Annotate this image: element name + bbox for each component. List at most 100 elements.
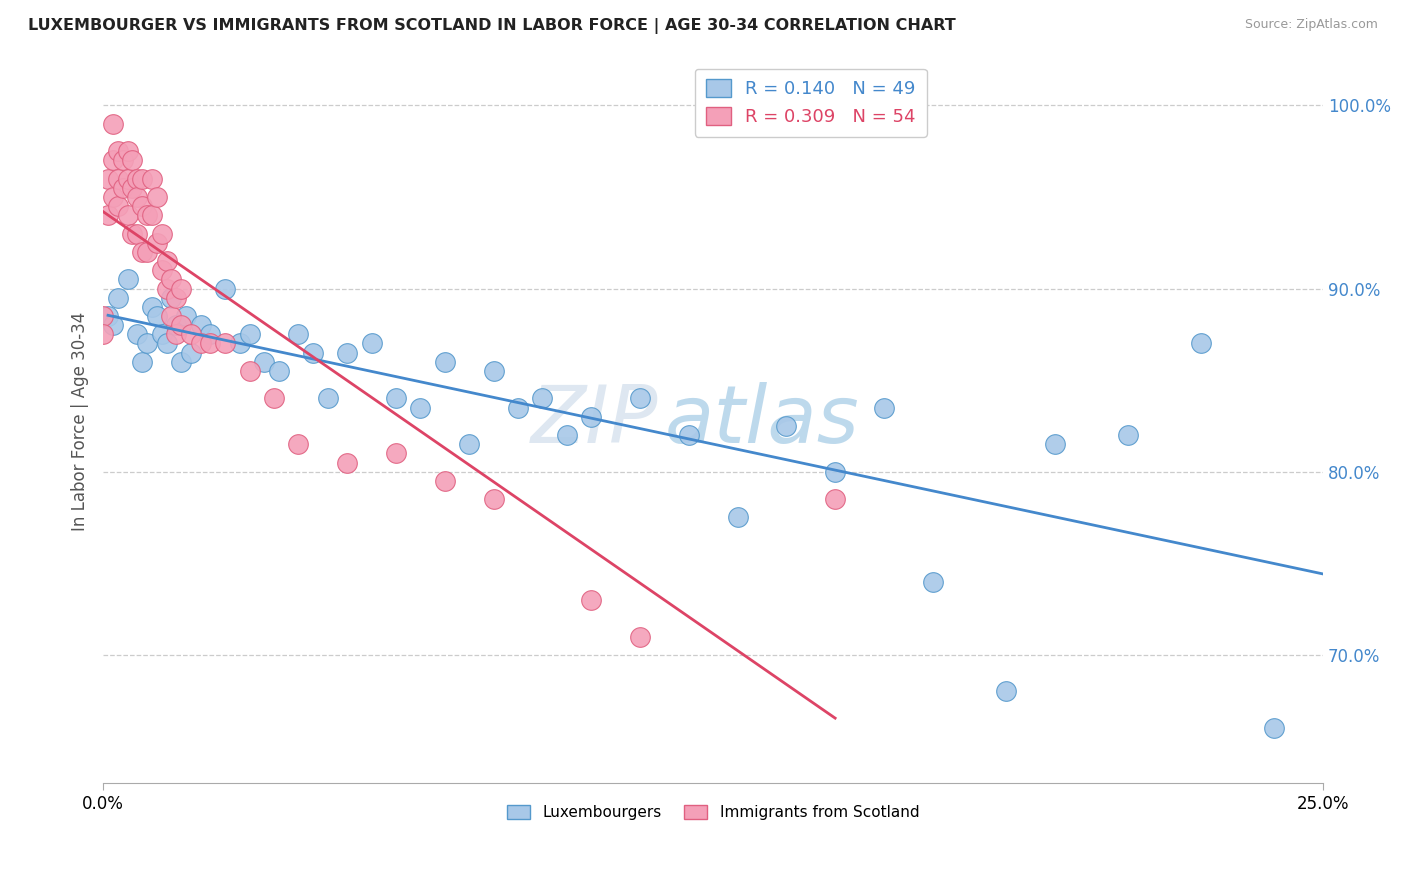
Point <box>101 190 124 204</box>
Point <box>160 309 183 323</box>
Text: Source: ZipAtlas.com: Source: ZipAtlas.com <box>1244 18 1378 31</box>
Text: atlas: atlas <box>664 383 859 460</box>
Point <box>127 171 149 186</box>
Legend: Luxembourgers, Immigrants from Scotland: Luxembourgers, Immigrants from Scotland <box>501 798 925 826</box>
Point <box>127 327 149 342</box>
Point <box>121 153 143 168</box>
Point <box>190 336 212 351</box>
Point <box>97 309 120 323</box>
Point <box>160 291 183 305</box>
Point <box>101 318 124 333</box>
Point <box>727 510 749 524</box>
Point <box>165 327 187 342</box>
Point <box>1189 336 1212 351</box>
Point <box>287 327 309 342</box>
Point <box>155 281 177 295</box>
Point <box>1263 721 1285 735</box>
Point <box>91 327 114 342</box>
Y-axis label: In Labor Force | Age 30-34: In Labor Force | Age 30-34 <box>72 311 89 531</box>
Point <box>267 364 290 378</box>
Text: LUXEMBOURGER VS IMMIGRANTS FROM SCOTLAND IN LABOR FORCE | AGE 30-34 CORRELATION : LUXEMBOURGER VS IMMIGRANTS FROM SCOTLAND… <box>28 18 956 34</box>
Point <box>150 227 173 241</box>
Point <box>117 144 139 158</box>
Text: ZIP: ZIP <box>531 383 658 460</box>
Point <box>628 630 651 644</box>
Point <box>824 492 846 507</box>
Point <box>555 428 578 442</box>
Point <box>458 437 481 451</box>
Point <box>253 355 276 369</box>
Point <box>994 684 1017 698</box>
Point <box>150 327 173 342</box>
Point <box>91 309 114 323</box>
Point <box>131 244 153 259</box>
Point <box>101 117 124 131</box>
Point <box>200 336 222 351</box>
Point <box>180 345 202 359</box>
Point <box>97 208 120 222</box>
Point <box>155 254 177 268</box>
Point <box>336 345 359 359</box>
Point <box>146 309 169 323</box>
Point <box>824 465 846 479</box>
Point <box>131 171 153 186</box>
Point <box>121 181 143 195</box>
Point <box>385 446 408 460</box>
Point <box>482 492 505 507</box>
Point <box>107 291 129 305</box>
Point <box>263 392 285 406</box>
Point <box>174 309 197 323</box>
Point <box>316 392 339 406</box>
Point <box>506 401 529 415</box>
Point <box>146 190 169 204</box>
Point <box>121 227 143 241</box>
Point <box>127 227 149 241</box>
Point <box>385 392 408 406</box>
Point <box>117 208 139 222</box>
Point <box>180 327 202 342</box>
Point <box>170 355 193 369</box>
Point <box>107 199 129 213</box>
Point <box>229 336 252 351</box>
Point <box>1116 428 1139 442</box>
Point <box>117 272 139 286</box>
Point <box>141 171 163 186</box>
Point <box>678 428 700 442</box>
Point <box>287 437 309 451</box>
Point <box>107 144 129 158</box>
Point <box>97 171 120 186</box>
Point <box>136 208 159 222</box>
Point <box>433 355 456 369</box>
Point <box>921 574 943 589</box>
Point <box>146 235 169 250</box>
Point <box>214 336 236 351</box>
Point <box>433 474 456 488</box>
Point <box>141 208 163 222</box>
Point <box>628 392 651 406</box>
Point <box>238 364 260 378</box>
Point <box>150 263 173 277</box>
Point <box>409 401 432 415</box>
Point <box>165 291 187 305</box>
Point <box>111 153 134 168</box>
Point <box>127 190 149 204</box>
Point <box>131 199 153 213</box>
Point <box>482 364 505 378</box>
Point <box>190 318 212 333</box>
Point <box>101 153 124 168</box>
Point <box>170 281 193 295</box>
Point <box>579 593 602 607</box>
Point <box>136 336 159 351</box>
Point <box>302 345 325 359</box>
Point <box>531 392 554 406</box>
Point <box>336 456 359 470</box>
Point <box>117 171 139 186</box>
Point <box>200 327 222 342</box>
Point <box>873 401 896 415</box>
Point <box>170 318 193 333</box>
Point <box>775 418 797 433</box>
Point <box>1043 437 1066 451</box>
Point <box>238 327 260 342</box>
Point <box>360 336 382 351</box>
Point <box>165 318 187 333</box>
